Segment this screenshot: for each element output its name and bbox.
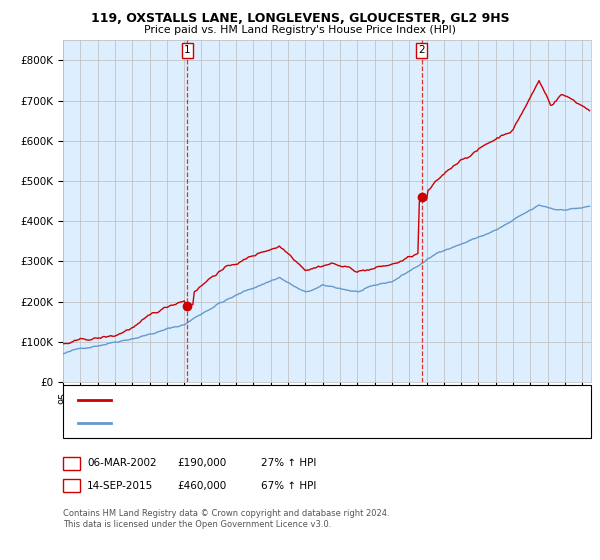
Text: £190,000: £190,000 [177,458,226,468]
Text: 1: 1 [68,458,75,468]
Text: 119, OXSTALLS LANE, LONGLEVENS, GLOUCESTER, GL2 9HS: 119, OXSTALLS LANE, LONGLEVENS, GLOUCEST… [91,12,509,25]
Text: Contains HM Land Registry data © Crown copyright and database right 2024.
This d: Contains HM Land Registry data © Crown c… [63,509,389,529]
Text: HPI: Average price, detached house, Gloucester: HPI: Average price, detached house, Glou… [117,418,355,428]
Text: Price paid vs. HM Land Registry's House Price Index (HPI): Price paid vs. HM Land Registry's House … [144,25,456,35]
Text: 119, OXSTALLS LANE, LONGLEVENS, GLOUCESTER, GL2 9HS (detached house): 119, OXSTALLS LANE, LONGLEVENS, GLOUCEST… [117,395,508,405]
Text: 2: 2 [418,45,425,55]
Text: 27% ↑ HPI: 27% ↑ HPI [261,458,316,468]
Text: 14-SEP-2015: 14-SEP-2015 [87,480,153,491]
Text: 1: 1 [184,45,190,55]
Text: 2: 2 [68,480,75,491]
Text: £460,000: £460,000 [177,480,226,491]
Text: 67% ↑ HPI: 67% ↑ HPI [261,480,316,491]
Text: 06-MAR-2002: 06-MAR-2002 [87,458,157,468]
